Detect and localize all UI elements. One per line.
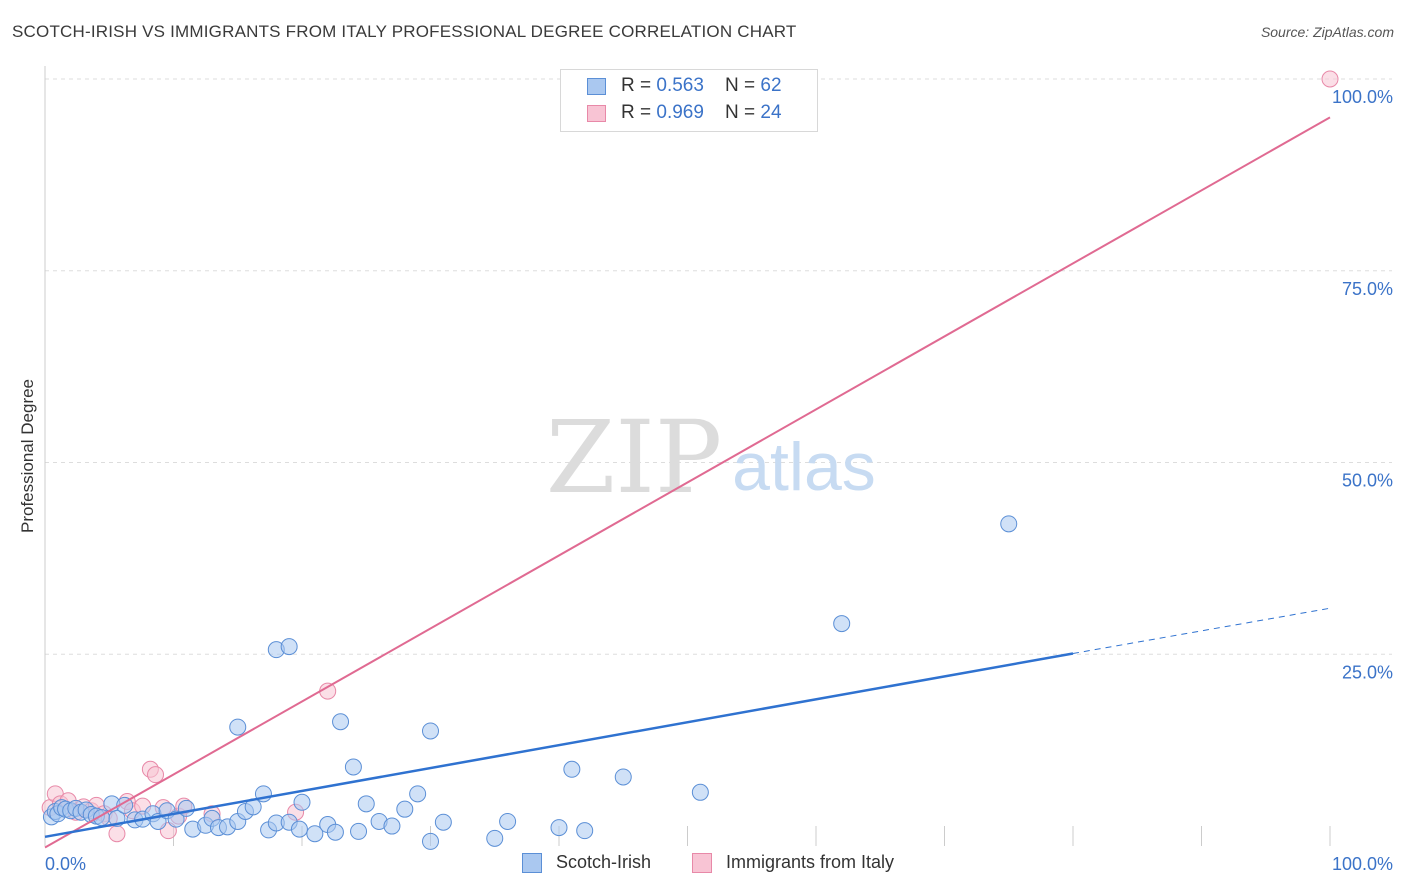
data-point-scotch-irish [177, 799, 195, 817]
data-point-immigrants-from-italy [147, 766, 165, 784]
bottom-legend-swatch-blue [522, 853, 542, 873]
bottom-legend-label: Immigrants from Italy [726, 852, 895, 872]
data-point-scotch-irish [280, 638, 298, 656]
data-point-scotch-irish [422, 722, 439, 740]
data-point-scotch-irish [229, 718, 247, 736]
y-axis-label: Professional Degree [18, 379, 37, 533]
data-point-scotch-irish [293, 793, 311, 811]
data-point-scotch-irish [486, 829, 504, 847]
data-point-scotch-irish [116, 796, 134, 814]
data-point-immigrants-from-italy [108, 825, 126, 843]
data-point-scotch-irish [290, 820, 308, 838]
data-point-scotch-irish [434, 813, 452, 831]
legend-r-label: R = [621, 102, 657, 123]
data-point-scotch-irish [357, 795, 375, 813]
x-tick-label: 100.0% [1332, 854, 1393, 874]
bottom-legend-label: Scotch-Irish [556, 852, 652, 872]
legend-n-value: 24 [760, 102, 782, 123]
data-point-immigrants-from-italy [1321, 70, 1339, 88]
trend-line-immigrants-from-italy [44, 116, 1331, 849]
chart-title: SCOTCH-IRISH VS IMMIGRANTS FROM ITALY PR… [12, 22, 797, 41]
data-point-scotch-irish [396, 800, 414, 818]
data-point-scotch-irish [409, 785, 427, 803]
bottom-legend-swatch-pink [692, 853, 712, 873]
data-point-scotch-irish [691, 783, 709, 801]
gridlines [45, 78, 1392, 655]
legend-n-value: 62 [760, 75, 782, 96]
legend-n-label: N = [725, 75, 761, 96]
data-point-scotch-irish [576, 822, 594, 840]
y-tick-label: 50.0% [1342, 471, 1393, 491]
data-point-scotch-irish [614, 768, 632, 786]
x-tick-label: 0.0% [45, 854, 86, 874]
watermark: ZIP atlas [546, 399, 876, 516]
legend-n-label: N = [725, 102, 761, 123]
data-point-scotch-irish [563, 760, 581, 778]
y-tick-label: 75.0% [1342, 279, 1393, 299]
legend-r-label: R = [621, 75, 657, 96]
y-tick-label: 25.0% [1342, 662, 1393, 682]
watermark-zip: ZIP [546, 399, 722, 516]
data-point-scotch-irish [332, 713, 350, 731]
trend-line-scotch-irish-extension [1072, 607, 1331, 654]
y-tick-label: 100.0% [1332, 87, 1393, 107]
legend-r-value: 0.563 [656, 75, 704, 96]
data-point-scotch-irish [550, 819, 568, 837]
data-point-scotch-irish [499, 812, 517, 830]
data-point-scotch-irish [344, 758, 362, 776]
legend-r-value: 0.969 [656, 102, 704, 123]
trend-lines [44, 116, 1331, 849]
source-label: Source: ZipAtlas.com [1260, 24, 1394, 40]
tick-labels: 25.0% 50.0% 75.0% 100.0% 0.0% 100.0% [45, 87, 1393, 874]
data-point-scotch-irish [350, 822, 368, 840]
data-point-scotch-irish [306, 825, 324, 843]
series-scotch-irish [42, 515, 1018, 850]
data-point-scotch-irish [326, 823, 344, 841]
legend-swatch-pink [587, 105, 606, 122]
data-point-scotch-irish [383, 817, 401, 835]
stats-legend: R = 0.563 N = 62 R = 0.969 N = 24 [560, 69, 818, 132]
data-point-scotch-irish [833, 615, 851, 633]
trend-line-scotch-irish [44, 652, 1074, 839]
watermark-atlas: atlas [732, 429, 876, 505]
legend-swatch-blue [587, 78, 606, 95]
data-point-scotch-irish [422, 832, 439, 850]
data-point-scotch-irish [1000, 515, 1018, 533]
